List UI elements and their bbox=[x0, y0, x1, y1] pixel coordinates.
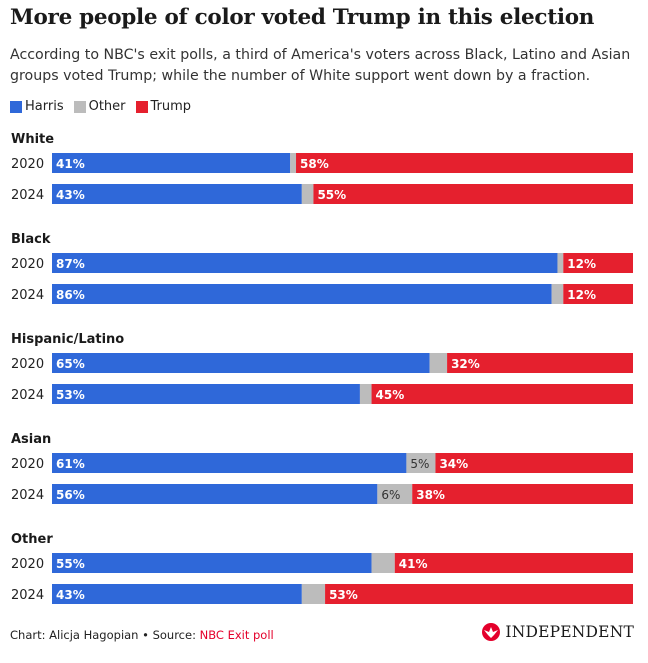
year-label: 2020 bbox=[11, 257, 44, 272]
bar-harris bbox=[52, 453, 407, 473]
bar-label-trump: 41% bbox=[399, 557, 428, 571]
bar-other bbox=[301, 184, 314, 204]
bar-other bbox=[557, 253, 564, 273]
bar-label-trump: 55% bbox=[317, 188, 346, 202]
bar-label-harris: 61% bbox=[56, 457, 85, 471]
group-label: Asian bbox=[11, 432, 51, 447]
bar-label-other: 5% bbox=[410, 457, 429, 471]
group-4: Other 2020 55% 41% 2024 43% 53% bbox=[11, 532, 633, 604]
legend-item-trump: Trump bbox=[135, 99, 192, 114]
bar-label-harris: 55% bbox=[56, 557, 85, 571]
bar-label-harris: 87% bbox=[56, 257, 85, 271]
bar-other bbox=[377, 484, 413, 504]
group-2: Hispanic/Latino 2020 65% 32% 2024 53% 45% bbox=[11, 332, 633, 404]
bar-label-trump: 38% bbox=[416, 488, 445, 502]
bar-trump bbox=[447, 353, 633, 373]
group-0: White 2020 41% 58% 2024 43% 55% bbox=[11, 132, 633, 204]
bar-label-harris: 65% bbox=[56, 357, 85, 371]
bar-harris bbox=[52, 353, 430, 373]
bar-harris bbox=[52, 153, 291, 173]
bar-label-trump: 58% bbox=[300, 157, 329, 171]
brand-logo: INDEPENDENT bbox=[481, 622, 634, 642]
bar-label-harris: 56% bbox=[56, 488, 85, 502]
bar-label-harris: 43% bbox=[56, 588, 85, 602]
source-link[interactable]: NBC Exit poll bbox=[199, 628, 274, 642]
bar-trump bbox=[296, 153, 633, 173]
legend-item-harris: Harris bbox=[10, 99, 64, 114]
bar-harris bbox=[52, 184, 302, 204]
legend: Harris Other Trump bbox=[10, 99, 201, 114]
year-label: 2020 bbox=[11, 157, 44, 172]
bar-label-trump: 32% bbox=[451, 357, 480, 371]
group-label: Black bbox=[11, 232, 51, 247]
year-label: 2020 bbox=[11, 457, 44, 472]
legend-label-harris: Harris bbox=[25, 99, 64, 114]
brand-name: INDEPENDENT bbox=[505, 623, 634, 641]
bar-label-harris: 53% bbox=[56, 388, 85, 402]
eagle-icon bbox=[482, 623, 501, 641]
bar-trump bbox=[371, 384, 633, 404]
bar-other bbox=[359, 384, 372, 404]
bar-label-trump: 45% bbox=[376, 388, 405, 402]
bar-harris bbox=[52, 553, 372, 573]
legend-swatch-other bbox=[73, 100, 86, 113]
bar-other bbox=[290, 153, 297, 173]
bar-trump bbox=[394, 553, 633, 573]
bar-harris bbox=[52, 253, 558, 273]
bar-label-trump: 12% bbox=[567, 257, 596, 271]
group-label: Hispanic/Latino bbox=[11, 332, 124, 347]
legend-swatch-trump bbox=[135, 100, 148, 113]
bar-trump bbox=[435, 453, 633, 473]
bar-harris bbox=[52, 584, 302, 604]
bar-label-other: 6% bbox=[381, 488, 400, 502]
bar-other bbox=[301, 584, 326, 604]
year-label: 2024 bbox=[11, 388, 44, 403]
bar-label-trump: 12% bbox=[567, 288, 596, 302]
legend-swatch-harris bbox=[10, 100, 22, 113]
bar-harris bbox=[52, 484, 378, 504]
bar-trump bbox=[313, 184, 633, 204]
bar-other bbox=[406, 453, 436, 473]
bar-label-trump: 53% bbox=[329, 588, 358, 602]
bar-label-harris: 41% bbox=[56, 157, 85, 171]
bar-trump bbox=[412, 484, 633, 504]
bar-trump bbox=[563, 253, 633, 273]
bar-label-harris: 86% bbox=[56, 288, 85, 302]
year-label: 2024 bbox=[11, 288, 44, 303]
bar-other bbox=[551, 284, 564, 304]
bar-other bbox=[429, 353, 448, 373]
group-3: Asian 2020 61% 5% 34% 2024 56% 6% 38% bbox=[11, 432, 633, 504]
bar-harris bbox=[52, 284, 552, 304]
group-label: Other bbox=[11, 532, 53, 547]
group-1: Black 2020 87% 12% 2024 86% 12% bbox=[11, 232, 633, 304]
year-label: 2020 bbox=[11, 357, 44, 372]
bar-trump bbox=[325, 584, 633, 604]
chart-credit: Chart: Alicja Hagopian • Source: bbox=[10, 628, 200, 642]
year-label: 2024 bbox=[11, 188, 44, 203]
bar-label-trump: 34% bbox=[439, 457, 468, 471]
chart-title: More people of color voted Trump in this… bbox=[10, 5, 595, 30]
legend-item-other: Other bbox=[73, 99, 126, 114]
chart-subtitle: According to NBC's exit polls, a third o… bbox=[10, 47, 631, 84]
bar-label-harris: 43% bbox=[56, 188, 85, 202]
group-label: White bbox=[11, 132, 54, 147]
bar-trump bbox=[563, 284, 633, 304]
legend-label-trump: Trump bbox=[150, 99, 192, 114]
year-label: 2024 bbox=[11, 588, 44, 603]
bar-other bbox=[371, 553, 395, 573]
bar-harris bbox=[52, 384, 360, 404]
chart-footer: Chart: Alicja Hagopian • Source: NBC Exi… bbox=[10, 628, 274, 642]
year-label: 2020 bbox=[11, 557, 44, 572]
legend-label-other: Other bbox=[88, 99, 126, 114]
year-label: 2024 bbox=[11, 488, 44, 503]
